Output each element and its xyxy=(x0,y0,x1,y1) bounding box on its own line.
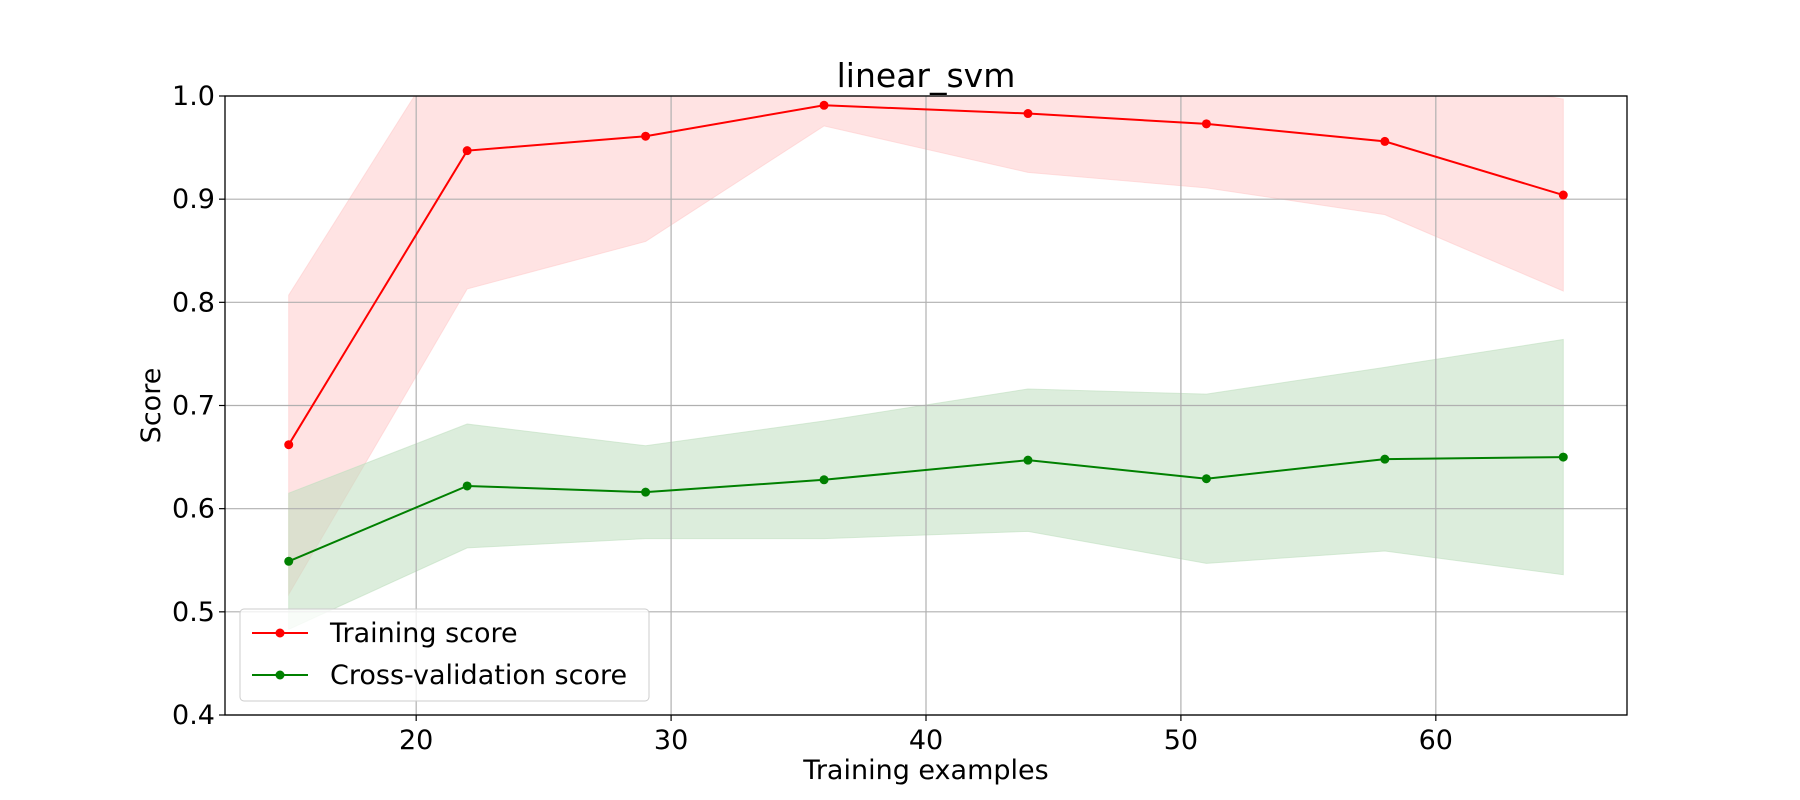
y-tick-label-0-6: 0.6 xyxy=(172,494,215,525)
x-tick-label-20: 20 xyxy=(399,725,433,756)
band-training-score xyxy=(288,96,1564,597)
y-tick-label-0-4: 0.4 xyxy=(172,700,215,731)
legend-box xyxy=(239,608,650,702)
point-training-score-36 xyxy=(819,100,829,110)
point-training-score-29 xyxy=(641,131,651,141)
y-axis-label: Score xyxy=(136,368,167,444)
legend-marker-cross-validation-score xyxy=(275,670,285,680)
series-markers xyxy=(284,100,1568,566)
x-axis-ticks: 20 30 40 50 60 xyxy=(399,715,1453,756)
point-cross-validation-score-44 xyxy=(1023,455,1033,465)
y-axis-ticks: 0.4 0.5 0.6 0.7 0.8 0.9 1.0 xyxy=(172,81,225,731)
point-cross-validation-score-29 xyxy=(641,487,651,497)
line-cross-validation-score xyxy=(288,456,1564,563)
legend-marker-training-score xyxy=(275,628,285,638)
x-tick-label-30: 30 xyxy=(654,725,688,756)
point-training-score-22 xyxy=(462,146,472,156)
y-tick-label-0-8: 0.8 xyxy=(172,287,215,318)
x-axis-label: Training examples xyxy=(802,755,1048,786)
series-lines xyxy=(287,104,1564,563)
y-tick-label-1: 1.0 xyxy=(172,81,215,112)
point-cross-validation-score-51 xyxy=(1201,474,1211,484)
line-training-score xyxy=(287,104,1564,446)
point-training-score-58 xyxy=(1380,136,1390,146)
y-tick-label-0-7: 0.7 xyxy=(172,391,215,422)
point-training-score-51 xyxy=(1201,119,1211,129)
point-training-score-44 xyxy=(1023,109,1033,119)
point-cross-validation-score-58 xyxy=(1380,454,1390,464)
y-tick-label-0-9: 0.9 xyxy=(172,184,215,215)
x-tick-label-50: 50 xyxy=(1164,725,1198,756)
point-cross-validation-score-65 xyxy=(1558,452,1568,462)
y-tick-label-0-5: 0.5 xyxy=(172,597,215,628)
point-cross-validation-score-22 xyxy=(462,481,472,491)
x-tick-label-40: 40 xyxy=(909,725,943,756)
point-training-score-65 xyxy=(1558,190,1568,200)
legend-label-cross-validation-score: Cross-validation score xyxy=(330,660,627,691)
x-tick-label-60: 60 xyxy=(1419,725,1453,756)
chart-title: linear_svm xyxy=(837,56,1016,95)
point-cross-validation-score-15 xyxy=(284,556,294,566)
point-training-score-15 xyxy=(284,440,294,450)
point-cross-validation-score-36 xyxy=(819,475,829,485)
legend-label-training-score: Training score xyxy=(329,618,518,649)
legend: Training score Cross-validation score xyxy=(239,608,650,702)
